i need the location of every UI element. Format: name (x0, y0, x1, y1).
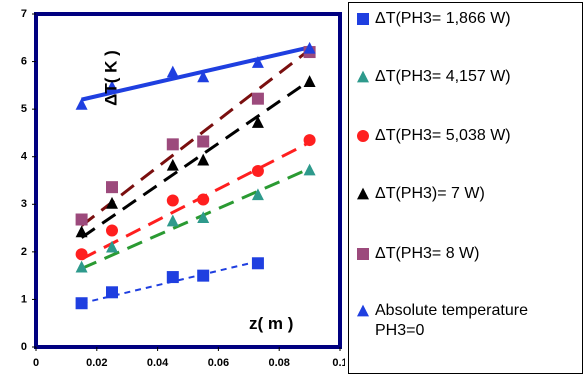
data-point-s1-1 (106, 240, 118, 253)
chart: 0 1 2 3 4 5 6 7 0 0.02 0.04 0.06 0.08 0.1 ΔT( K ) z(… (21, 8, 345, 369)
data-point-s3-1 (106, 196, 118, 209)
data-point-s4-2 (166, 138, 179, 151)
legend-label: ΔT(PH3= 1,866 W) (375, 10, 511, 27)
legend-item-2: ΔT(PH3= 5,038 W) (355, 126, 511, 146)
data-point-s1-2 (166, 214, 179, 227)
data-point-s1-3 (197, 211, 210, 224)
legend-item-4: ΔT(PH3= 8 W) (355, 244, 479, 264)
data-point-s0-2 (166, 271, 179, 284)
legend: ΔT(PH3= 1,866 W) ΔT(PH3= 4,157 W) ΔT(PH3= … (348, 2, 583, 374)
x-axis-title: z( m ) (249, 314, 293, 333)
data-point-s4-0 (75, 213, 88, 226)
x-tick-label: 0.1 (332, 357, 345, 369)
data-point-s2-0 (75, 248, 88, 261)
legend-marker-0 (357, 13, 369, 25)
legend-label: ΔT(PH3)= 7 W) (375, 185, 485, 202)
trend-line-4 (80, 48, 311, 227)
legend-label: ΔT(PH3= 5,038 W) (375, 127, 511, 144)
data-point-s3-4 (251, 116, 264, 128)
trend-line-5 (81, 45, 311, 102)
trend-line-3 (80, 79, 311, 239)
data-point-s4-1 (106, 181, 118, 194)
data-point-s2-4 (251, 164, 264, 177)
data-point-s5-1 (106, 80, 118, 93)
y-axis-title: ΔT( K ) (101, 50, 120, 106)
plot-area (34, 12, 342, 349)
legend-item-5: Absolute temperature PH3=0 (355, 301, 575, 341)
legend-item-0: ΔT(PH3= 1,866 W) (355, 9, 511, 29)
data-point-s5-0 (75, 97, 88, 110)
data-point-s5-5 (303, 41, 316, 54)
data-point-s0-4 (251, 257, 264, 270)
x-tick-label: 0.08 (268, 357, 289, 369)
data-point-s0-1 (106, 286, 118, 299)
data-point-s2-2 (166, 194, 179, 207)
legend-label: Absolute temperature PH3=0 (375, 302, 528, 339)
x-tick-label: 0.06 (208, 357, 229, 369)
legend-marker-1 (357, 70, 369, 83)
data-point-s2-5 (303, 134, 316, 147)
data-point-s4-3 (197, 135, 210, 148)
y-tick-label: 5 (21, 103, 27, 115)
data-point-s0-0 (75, 297, 88, 310)
y-tick-label: 0 (21, 341, 27, 353)
y-tick-label: 4 (21, 151, 28, 163)
data-point-s3-5 (303, 75, 316, 87)
legend-item-3: ΔT(PH3)= 7 W) (355, 184, 485, 204)
legend-marker-4 (357, 248, 369, 260)
y-tick-label: 7 (21, 8, 27, 20)
x-tick-label: 0 (33, 357, 39, 369)
legend-marker-5 (357, 304, 369, 317)
data-point-s0-3 (197, 269, 210, 282)
legend-label: ΔT(PH3= 8 W) (375, 245, 480, 262)
legend-marker-2 (357, 130, 369, 142)
y-tick-label: 1 (21, 293, 27, 305)
y-tick-label: 3 (21, 198, 27, 210)
trend-line-1 (80, 167, 311, 270)
data-point-s1-4 (251, 188, 264, 201)
x-tick-label: 0.04 (147, 357, 169, 369)
data-point-s3-0 (75, 225, 88, 238)
data-point-s5-4 (251, 56, 264, 68)
data-point-s5-2 (166, 65, 179, 78)
data-point-s5-3 (197, 70, 210, 83)
data-point-s2-3 (197, 193, 210, 206)
data-point-s3-3 (197, 153, 210, 166)
legend-marker-3 (357, 187, 369, 200)
legend-item-1: ΔT(PH3= 4,157 W) (355, 67, 511, 87)
x-tick-label: 0.02 (86, 357, 107, 369)
data-points (75, 41, 316, 310)
data-point-s2-1 (106, 224, 118, 237)
trend-line-2 (80, 141, 311, 261)
y-tick-label: 6 (21, 55, 27, 67)
x-axis-ticks: 0 0.02 0.04 0.06 0.08 0.1 (33, 347, 345, 369)
data-point-s4-4 (251, 92, 264, 105)
legend-label: ΔT(PH3= 4,157 W) (375, 68, 511, 85)
data-point-s3-2 (166, 158, 179, 171)
y-tick-label: 2 (21, 246, 27, 258)
y-axis-ticks: 0 1 2 3 4 5 6 7 (21, 8, 36, 353)
data-point-s1-0 (75, 260, 88, 273)
data-point-s1-5 (303, 163, 316, 176)
